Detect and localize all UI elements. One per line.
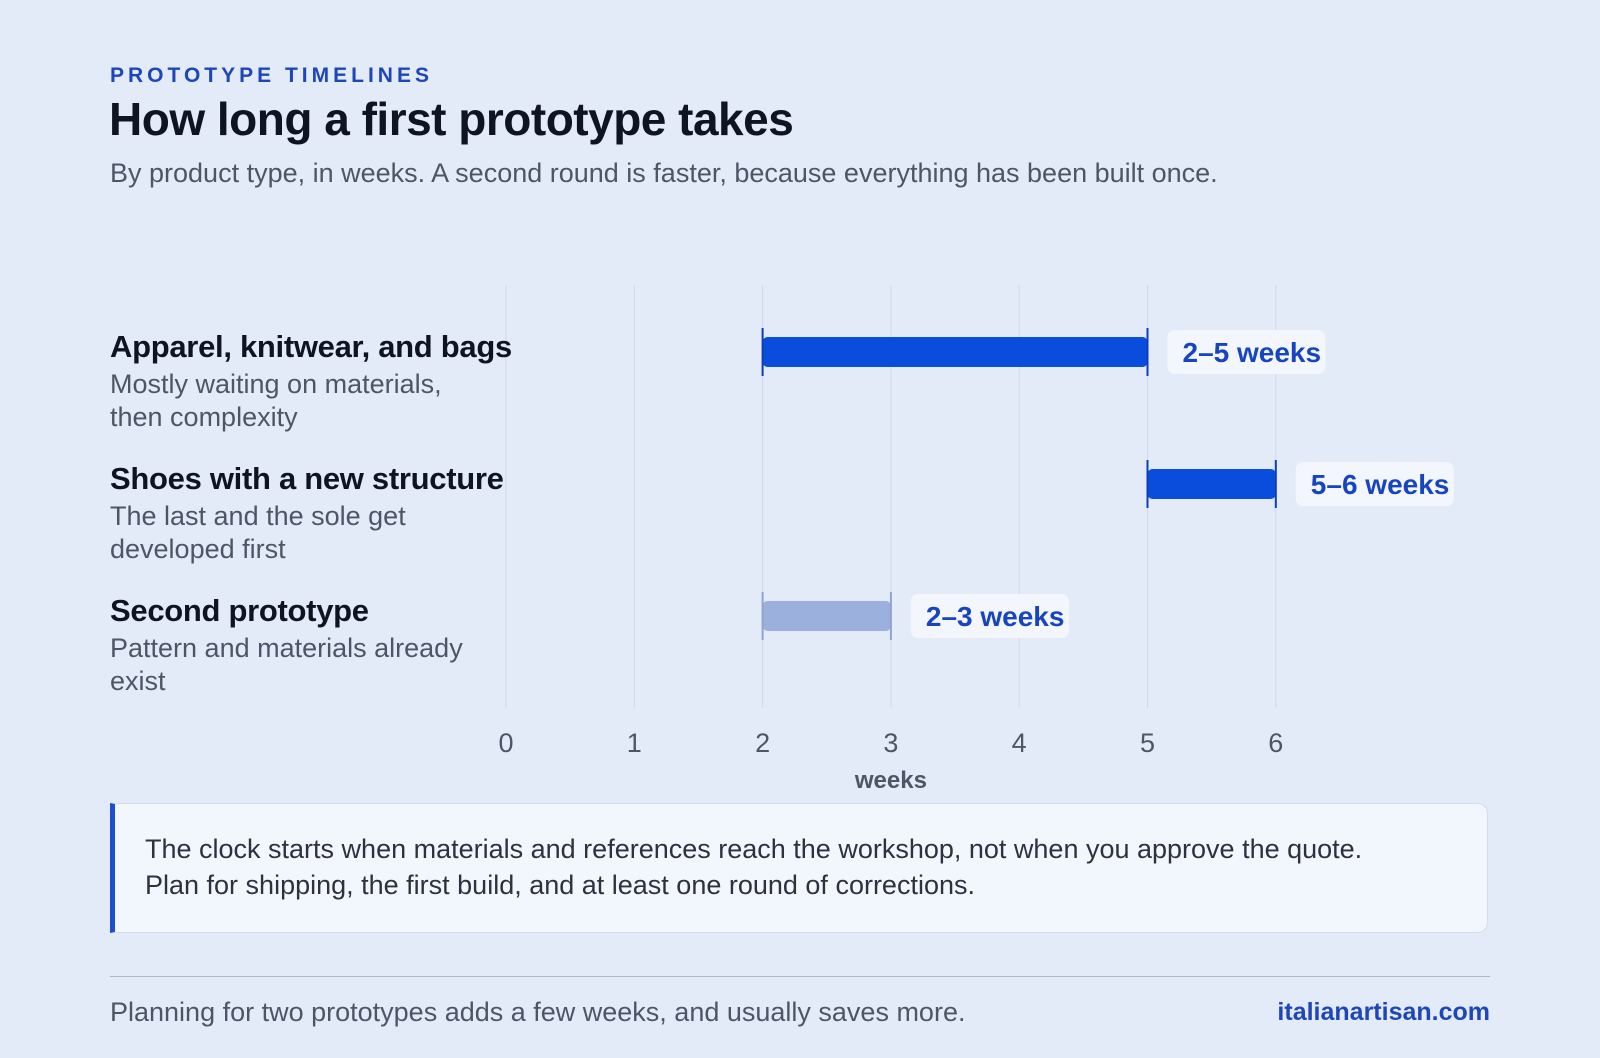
row-label-second: Second prototype Pattern and materials a… [110, 592, 530, 698]
row-label-shoes: Shoes with a new structure The last and … [110, 460, 530, 566]
timeline-chart: 0 1 2 3 4 5 6 weeks 2–5 weeks 5–6 weeks 2–3 weeks [498, 285, 1454, 794]
page-subtitle: By product type, in weeks. A second roun… [110, 158, 1218, 188]
footer-divider [110, 976, 1490, 977]
value-label-bg [1295, 462, 1454, 506]
callout-line: The clock starts when materials and refe… [145, 834, 1363, 864]
row-title: Second prototype [110, 593, 369, 628]
eyebrow: PROTOTYPE TIMELINES [110, 64, 433, 87]
range-bar [762, 601, 891, 631]
range-bar [1147, 469, 1276, 499]
row-subtitle: The last and the sole get developed firs… [110, 501, 406, 564]
callout-note: The clock starts when materials and refe… [110, 803, 1488, 933]
x-tick-label: 2 [755, 728, 770, 758]
footer-site-link[interactable]: italianartisan.com [1277, 998, 1490, 1026]
value-label: 2–5 weeks [1183, 337, 1322, 368]
page-title: How long a first prototype takes [109, 93, 794, 145]
footer-note: Planning for two prototypes adds a few w… [110, 997, 966, 1027]
value-label: 2–3 weeks [926, 601, 1065, 632]
row-subtitle: Mostly waiting on materials, then comple… [110, 369, 442, 432]
x-tick-label: 6 [1268, 728, 1283, 758]
x-tick-label: 3 [883, 728, 898, 758]
row-label-apparel: Apparel, knitwear, and bags Mostly waiti… [110, 328, 530, 434]
x-tick-label: 1 [627, 728, 642, 758]
value-label-bg [1167, 330, 1326, 374]
value-label-bg [910, 594, 1069, 638]
row-subtitle: Pattern and materials already exist [110, 633, 463, 696]
row-title: Shoes with a new structure [110, 461, 504, 496]
x-axis-label: weeks [854, 767, 927, 794]
row-title: Apparel, knitwear, and bags [110, 329, 512, 364]
callout-line: Plan for shipping, the first build, and … [145, 870, 975, 900]
x-tick-label: 5 [1140, 728, 1155, 758]
range-bar [762, 337, 1148, 367]
value-label: 5–6 weeks [1311, 469, 1450, 500]
x-tick-label: 4 [1012, 728, 1027, 758]
x-tick-label: 0 [498, 728, 513, 758]
